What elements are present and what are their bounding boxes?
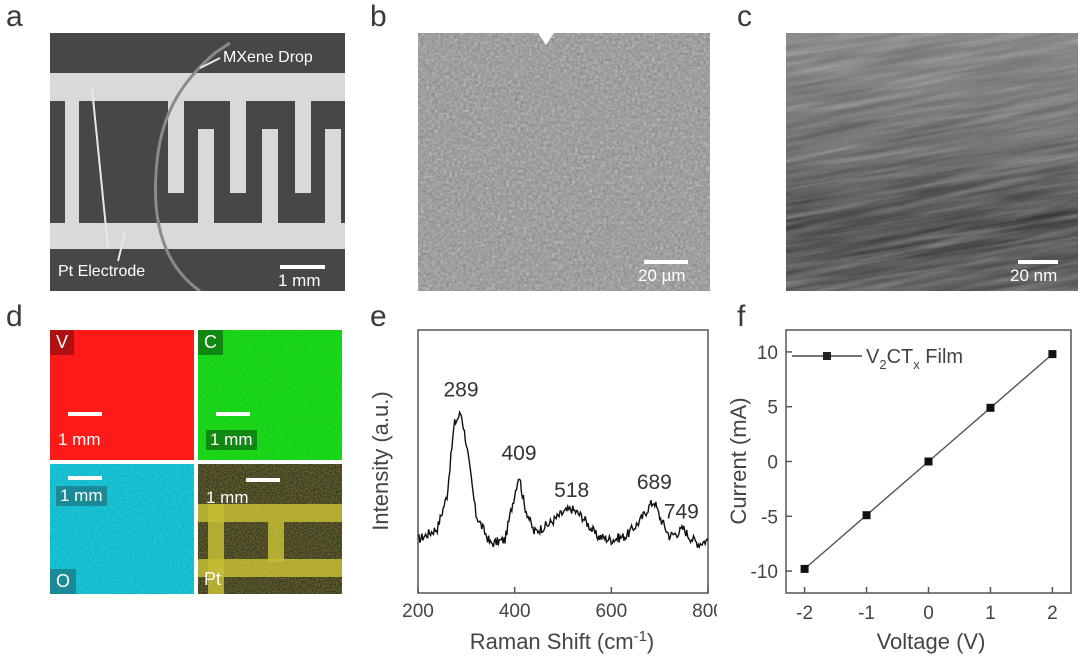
panel-d-eds-maps: V 1 mm C 1 mm 1 mm O <box>50 330 342 594</box>
iv-data-point <box>924 457 933 466</box>
x-tick-label-e: 200 <box>402 601 434 622</box>
panel-label-f: f <box>737 300 746 333</box>
eds-map-c: C 1 mm <box>198 330 342 460</box>
iv-data-point <box>986 403 995 412</box>
x-axis-label-f: Voltage (V) <box>877 629 986 654</box>
scale-label-c: 20 nm <box>1010 266 1058 285</box>
panel-a-image: MXene Drop Pt Electrode 1 mm <box>50 33 345 291</box>
x-tick-label-e: 600 <box>595 601 627 622</box>
scale-bar-b <box>644 260 688 264</box>
element-tag-v: V <box>50 330 75 355</box>
eds-map-pt: 1 mm Pt <box>198 464 342 594</box>
iv-data-point <box>1048 350 1057 359</box>
x-tick-label-f: 0 <box>923 603 934 624</box>
scale-label-d-v: 1 mm <box>58 430 101 449</box>
peak-label-409: 409 <box>501 442 536 465</box>
legend-f: V2CTx Film <box>792 346 963 372</box>
panel-label-e: e <box>370 300 387 333</box>
panel-c-tem-image: 20 nm <box>786 33 1078 291</box>
y-axis-label-f: Current (mA) <box>726 397 751 524</box>
x-tick-label-f: 2 <box>1047 603 1058 624</box>
y-tick-label-f: -5 <box>761 507 778 528</box>
raman-spectrum-chart: 200 400 600 800 289 409 518 689 749 Raman Shift… <box>368 329 717 654</box>
scale-bar-d-v <box>68 412 102 416</box>
peak-label-689: 689 <box>637 471 672 494</box>
scale-bar-d-o <box>68 476 102 480</box>
scale-bar-c <box>1018 260 1058 264</box>
y-tick-label-f: -10 <box>751 562 778 583</box>
plot-frame-e <box>417 329 709 594</box>
scale-label-d-c: 1 mm <box>206 430 257 450</box>
scale-bar-d-pt <box>246 478 280 482</box>
x-tick-label-f: 1 <box>985 603 996 624</box>
peak-label-289: 289 <box>443 378 478 401</box>
legend-label-f: V2CTx Film <box>866 346 963 372</box>
panel-b-sem-image: 20 µm <box>418 33 710 291</box>
peak-label-749: 749 <box>664 500 699 523</box>
x-tick-label-f: -1 <box>858 603 875 624</box>
scale-bar-d-c <box>216 412 250 416</box>
eds-map-v: V 1 mm <box>50 330 194 460</box>
iv-data-point <box>862 511 871 520</box>
scale-label-d-pt: 1 mm <box>206 488 249 507</box>
pt-electrode-annotation: Pt Electrode <box>58 263 146 280</box>
x-tick-label-e: 400 <box>499 601 531 622</box>
y-axis-label-e: Intensity (a.u.) <box>368 391 393 530</box>
raman-series-line <box>417 409 709 550</box>
panel-label-b: b <box>370 0 387 33</box>
panel-label-d: d <box>6 300 23 333</box>
iv-data-point <box>800 564 809 573</box>
scale-bar-a <box>280 265 325 269</box>
tem-texture <box>786 33 1078 291</box>
peak-label-518: 518 <box>554 479 589 502</box>
y-tick-label-f: 10 <box>757 343 778 364</box>
x-axis-label-e: Raman Shift (cm-1) <box>470 628 655 654</box>
panel-label-a: a <box>6 0 23 33</box>
scale-label-b: 20 µm <box>638 266 686 285</box>
x-tick-label-f: -2 <box>796 603 813 624</box>
element-tag-pt: Pt <box>204 569 222 589</box>
eds-map-o: 1 mm O <box>50 464 194 594</box>
electrode-illustration <box>50 33 345 291</box>
panel-label-c: c <box>737 0 752 33</box>
y-tick-label-f: 5 <box>767 398 778 419</box>
sem-texture <box>418 33 710 291</box>
mxene-drop-annotation: MXene Drop <box>223 49 313 66</box>
element-tag-c: C <box>198 330 223 355</box>
y-tick-label-f: 0 <box>767 453 778 474</box>
scale-label-a: 1 mm <box>278 271 321 290</box>
element-tag-o: O <box>50 569 77 594</box>
x-tick-label-e: 800 <box>692 601 717 622</box>
scale-label-d-o: 1 mm <box>56 486 107 506</box>
